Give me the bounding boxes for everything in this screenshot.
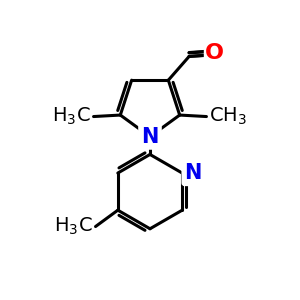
Text: N: N (141, 127, 159, 147)
Text: CH$_3$: CH$_3$ (209, 106, 247, 127)
Text: H$_3$C: H$_3$C (54, 216, 93, 237)
Text: N: N (184, 163, 202, 183)
Text: O: O (205, 43, 224, 63)
Text: H$_3$C: H$_3$C (52, 106, 91, 127)
